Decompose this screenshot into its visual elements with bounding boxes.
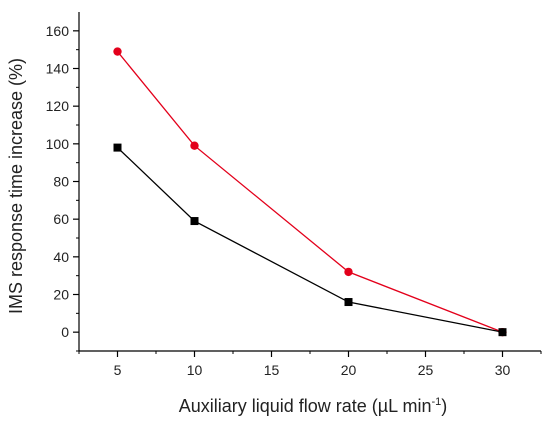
x-tick-label: 5	[114, 362, 122, 378]
x-tick-label: 25	[418, 362, 434, 378]
series-1	[113, 47, 507, 337]
data-point	[113, 47, 122, 56]
y-tick-label: 40	[53, 249, 69, 265]
x-tick-label: 15	[264, 362, 280, 378]
y-tick-label: 80	[53, 174, 69, 190]
x-tick-label: 20	[341, 362, 357, 378]
data-point	[498, 328, 507, 337]
y-tick-label: 140	[46, 61, 70, 77]
data-point	[190, 217, 199, 226]
y-tick-label: 160	[46, 23, 70, 39]
data-point	[113, 143, 122, 152]
y-tick-label: 20	[53, 287, 69, 303]
y-tick-label: 60	[53, 211, 69, 227]
y-tick-label: 120	[46, 98, 70, 114]
x-tick-label: 30	[495, 362, 511, 378]
data-point	[190, 141, 199, 150]
data-point	[344, 267, 353, 277]
x-axis-label-superscript: -1	[432, 396, 442, 408]
y-tick-label: 0	[61, 324, 69, 340]
x-tick-label: 10	[187, 362, 203, 378]
y-tick-label: 100	[46, 136, 70, 152]
y-axis-label: IMS response time increase (%)	[6, 58, 26, 314]
series-layer	[113, 47, 507, 337]
series-line	[116, 51, 503, 333]
x-axis-label: Auxiliary liquid flow rate (µL min-1)	[179, 396, 448, 416]
series-2	[113, 143, 507, 337]
data-point	[344, 298, 353, 307]
series-line	[117, 147, 503, 333]
axes: 0 20 40 60 80 100 120 140 160 5 10 15 20 25 30	[46, 12, 542, 378]
